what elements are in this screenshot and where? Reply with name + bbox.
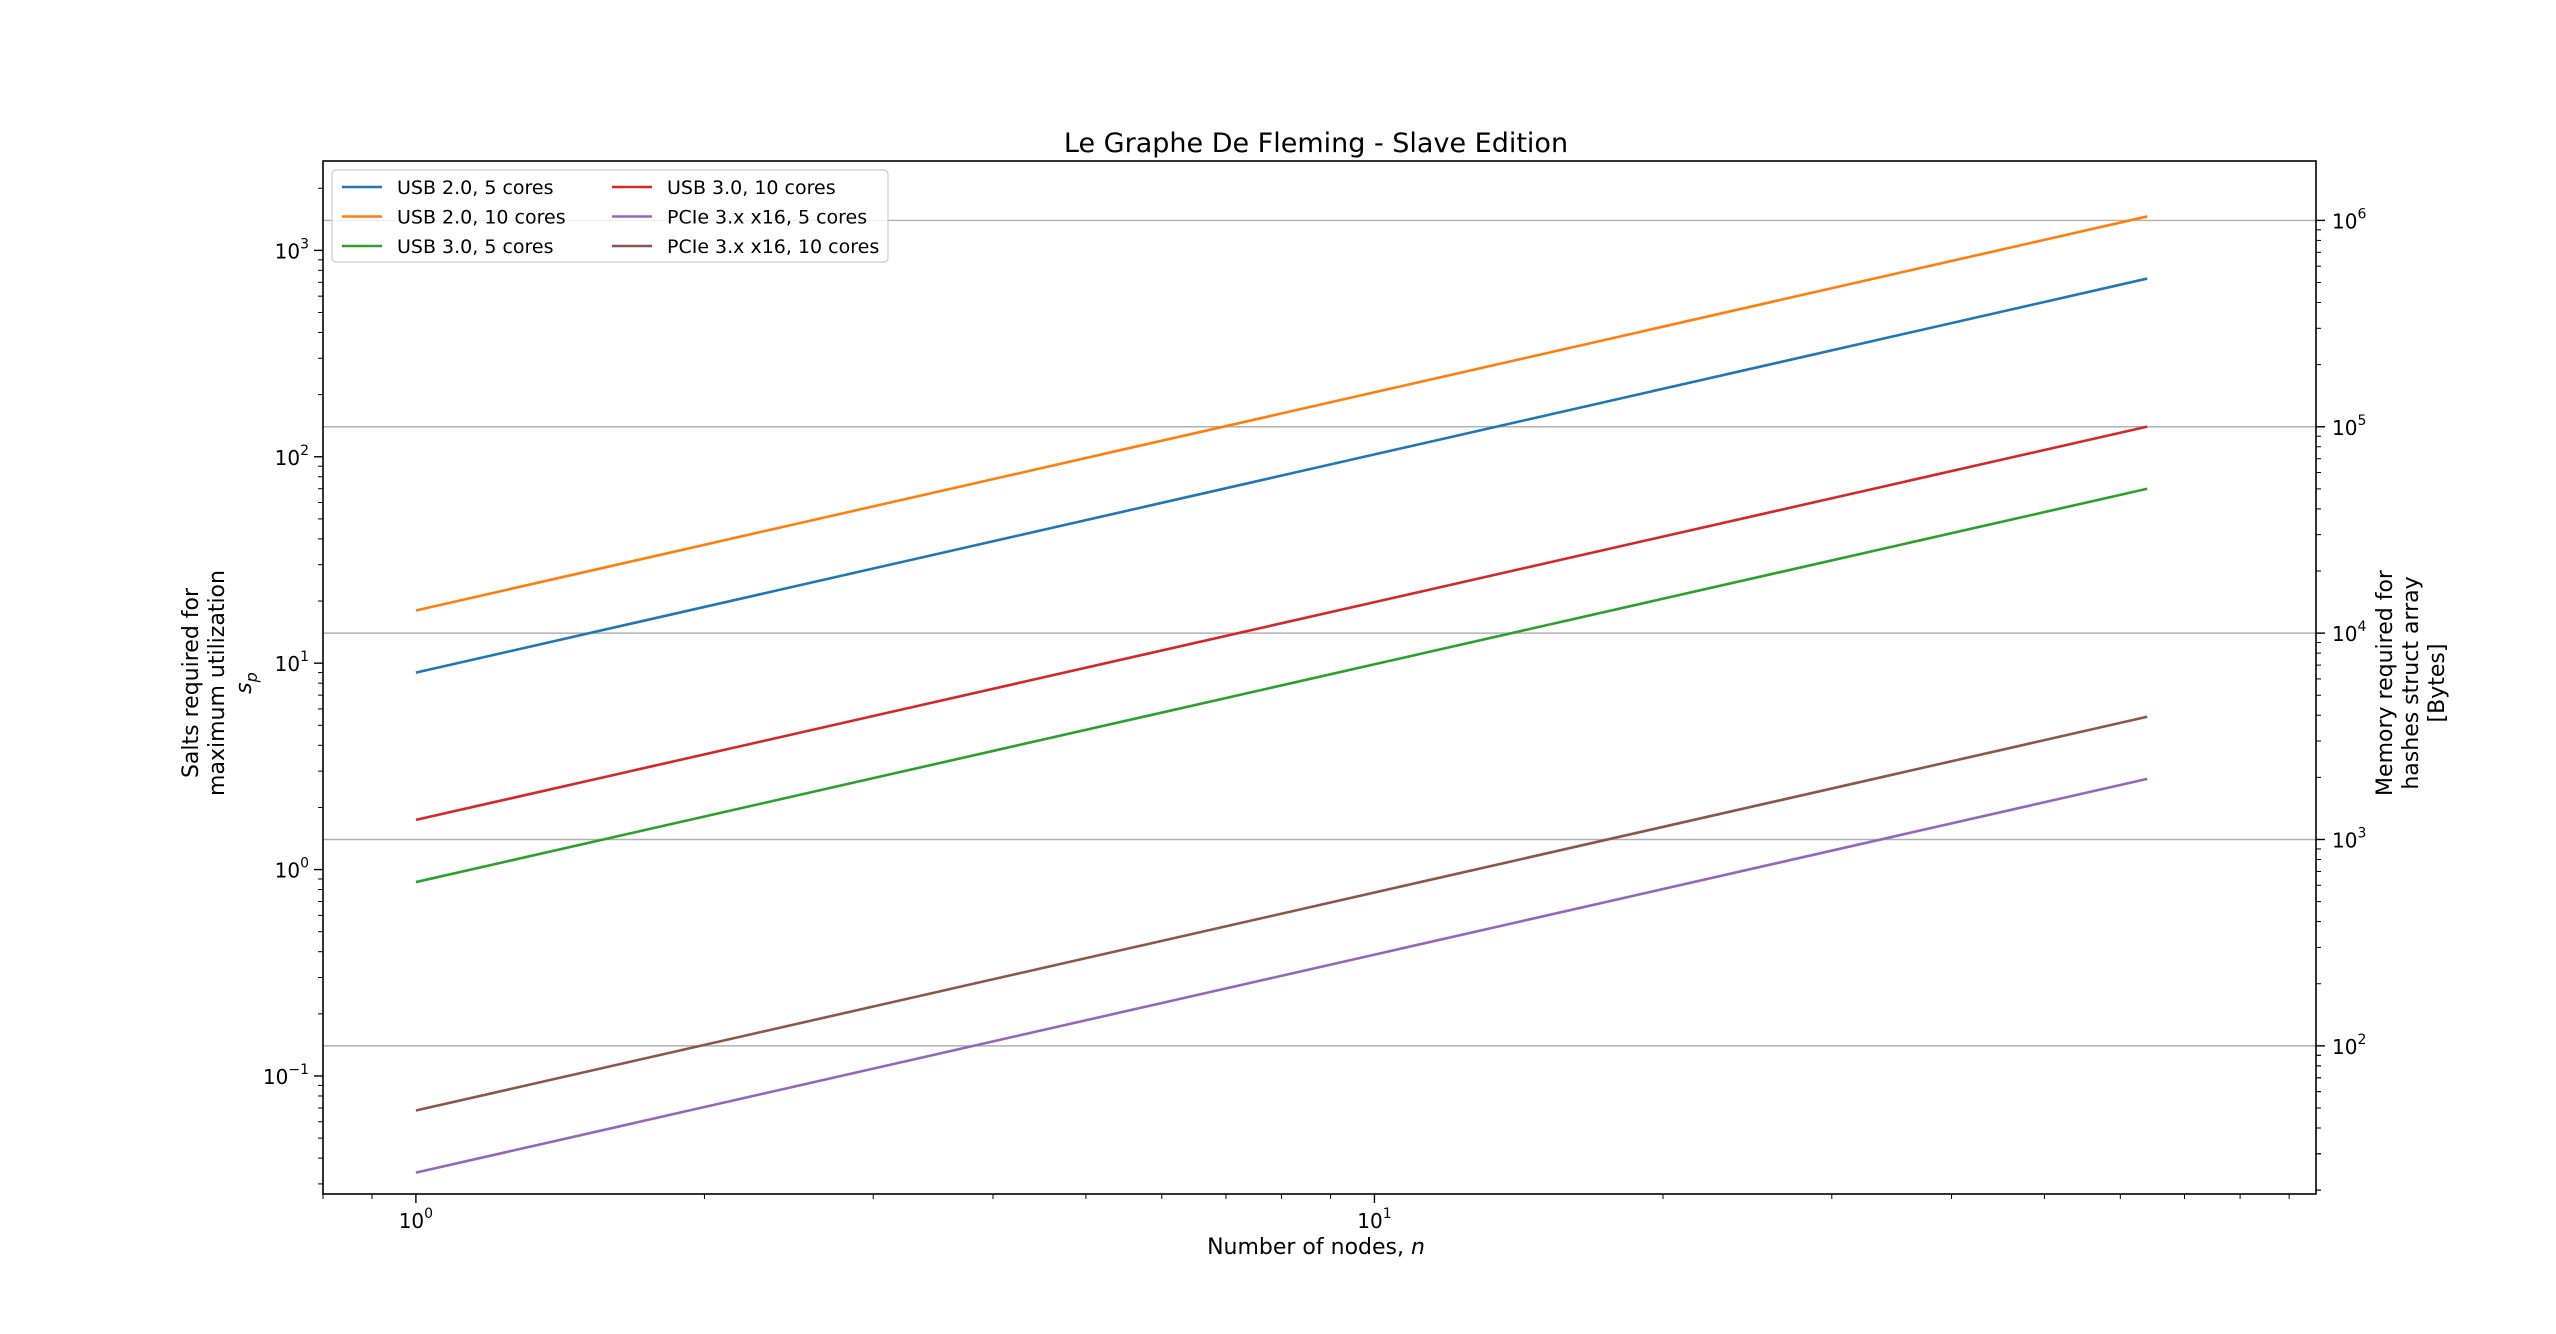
y-tick-label-exp: −1 <box>288 1062 309 1078</box>
series-lines <box>415 215 2148 1174</box>
legend: USB 2.0, 5 cores USB 2.0, 10 cores USB 3.0… <box>331 169 889 263</box>
x-tick-label-base: 10 <box>399 1209 424 1233</box>
y2-tick-label-exp: 4 <box>2357 619 2366 635</box>
y-axis-label-symbol-sub: p <box>242 672 261 683</box>
y-tick-label-exp: 2 <box>300 443 309 459</box>
y-tick-label: 101 <box>275 649 309 676</box>
y2-axis-label-line-3: [Bytes] <box>2425 644 2450 723</box>
y2-tick-label: 103 <box>2332 825 2366 852</box>
x-tick-label-exp: 0 <box>424 1206 433 1222</box>
y-tick-label-base: 10 <box>275 859 300 883</box>
legend-label: USB 3.0, 5 cores <box>397 236 554 258</box>
y2-tick-label-base: 10 <box>2332 622 2357 646</box>
y-axis-label-line-2: maximum utilization <box>205 570 230 796</box>
legend-label: USB 3.0, 10 cores <box>667 177 836 199</box>
y2-tick-label-exp: 2 <box>2357 1032 2366 1048</box>
y-tick-label: 10−1 <box>263 1062 309 1089</box>
y2-tick-label: 102 <box>2332 1032 2366 1059</box>
y2-tick-label: 105 <box>2332 413 2366 440</box>
y-tick-label-base: 10 <box>275 446 300 470</box>
y-tick-label: 103 <box>275 236 309 263</box>
x-tick-label: 100 <box>399 1206 433 1233</box>
y-tick-label-exp: 0 <box>300 856 309 872</box>
y-axis-label-line-1: Salts required for <box>179 587 204 778</box>
y2-tick-label-base: 10 <box>2332 1035 2357 1059</box>
y-tick-label-base: 10 <box>275 239 300 263</box>
y-tick-label: 102 <box>275 443 309 470</box>
series-line-5 <box>415 777 2148 1174</box>
y-tick-label-base: 10 <box>275 652 300 676</box>
y-tick-label-exp: 3 <box>300 236 309 252</box>
legend-label: USB 2.0, 5 cores <box>397 177 554 199</box>
series-line-6 <box>415 715 2148 1112</box>
x-axis-label-text: Number of nodes, <box>1207 1235 1411 1260</box>
y-tick-label-exp: 1 <box>300 649 309 665</box>
y2-axis-label-line-1: Memory required for <box>2373 569 2398 796</box>
y2-tick-label: 106 <box>2332 206 2366 233</box>
series-line-3 <box>415 487 2148 884</box>
legend-label: PCIe 3.x x16, 5 cores <box>667 207 867 229</box>
legend-label: PCIe 3.x x16, 10 cores <box>667 236 879 258</box>
series-line-2 <box>415 215 2148 612</box>
x-tick-label-exp: 1 <box>1383 1206 1392 1222</box>
y2-tick-label-exp: 6 <box>2357 206 2366 222</box>
series-line-1 <box>415 277 2148 674</box>
grid <box>323 219 2316 1047</box>
x-tick-label: 101 <box>1357 1206 1391 1233</box>
y-axis-label-symbol: sp <box>232 672 261 694</box>
y2-tick-label: 104 <box>2332 619 2366 646</box>
legend-box <box>331 169 889 263</box>
series-line-4 <box>415 425 2148 822</box>
y2-tick-label-base: 10 <box>2332 209 2357 233</box>
legend-label: USB 2.0, 10 cores <box>397 207 566 229</box>
plot-frame <box>322 160 2317 1195</box>
y2-axis-label-line-2: hashes struct array <box>2399 576 2424 789</box>
y-axis-label-symbol-base: s <box>232 682 257 693</box>
x-tick-label-base: 10 <box>1357 1209 1382 1233</box>
y2-tick-label-base: 10 <box>2332 828 2357 852</box>
y-tick-label-base: 10 <box>263 1065 288 1089</box>
y2-tick-label-exp: 3 <box>2357 825 2366 841</box>
chart-title: Le Graphe De Fleming - Slave Edition <box>1064 128 1568 159</box>
x-axis-label-var: n <box>1411 1235 1425 1260</box>
y2-tick-label-exp: 5 <box>2357 413 2366 429</box>
y-tick-label: 100 <box>275 856 309 883</box>
y2-tick-label-base: 10 <box>2332 416 2357 440</box>
x-axis-label: Number of nodes, n <box>1207 1235 1425 1260</box>
x-axis: 100 101 <box>322 1194 2290 1233</box>
